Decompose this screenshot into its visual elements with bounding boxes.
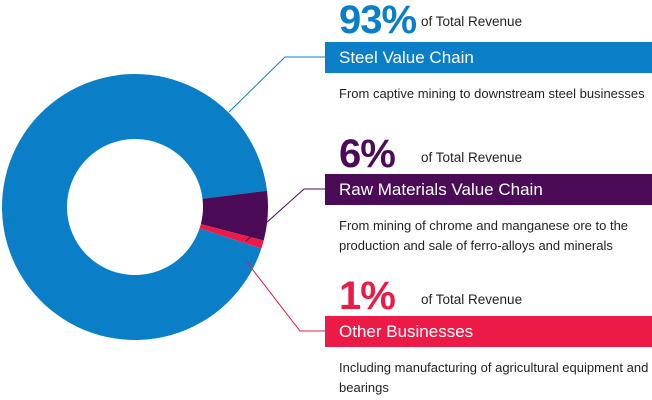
other-businesses-description: Including manufacturing of agricultural … <box>339 360 649 395</box>
steel-value-chain-slice <box>2 73 268 340</box>
other-businesses-percent-caption: of Total Revenue <box>421 292 523 307</box>
raw-materials-percent-caption: of Total Revenue <box>421 150 523 165</box>
steel-description: From captive mining to downstream steel … <box>339 86 645 101</box>
raw-materials-banner: Raw Materials Value Chain <box>325 174 652 205</box>
other-businesses-slice <box>199 224 264 249</box>
other-businesses-percent-label: 1% <box>339 274 396 318</box>
raw-materials-description: From mining of chrome and manganese ore … <box>339 218 629 253</box>
other-businesses-banner: Other Businesses <box>325 316 652 347</box>
raw-materials-percent-label: 6% <box>339 132 396 176</box>
other-businesses-leader-line <box>245 260 325 332</box>
steel-leader-line <box>228 56 325 113</box>
raw-materials-leader-line <box>245 188 325 242</box>
steel-percent-caption: of Total Revenue <box>421 14 523 29</box>
steel-value-chain-banner: Steel Value Chain <box>325 42 652 73</box>
steel-percent-label: 93% <box>339 0 417 42</box>
raw-materials-slice <box>200 190 268 241</box>
